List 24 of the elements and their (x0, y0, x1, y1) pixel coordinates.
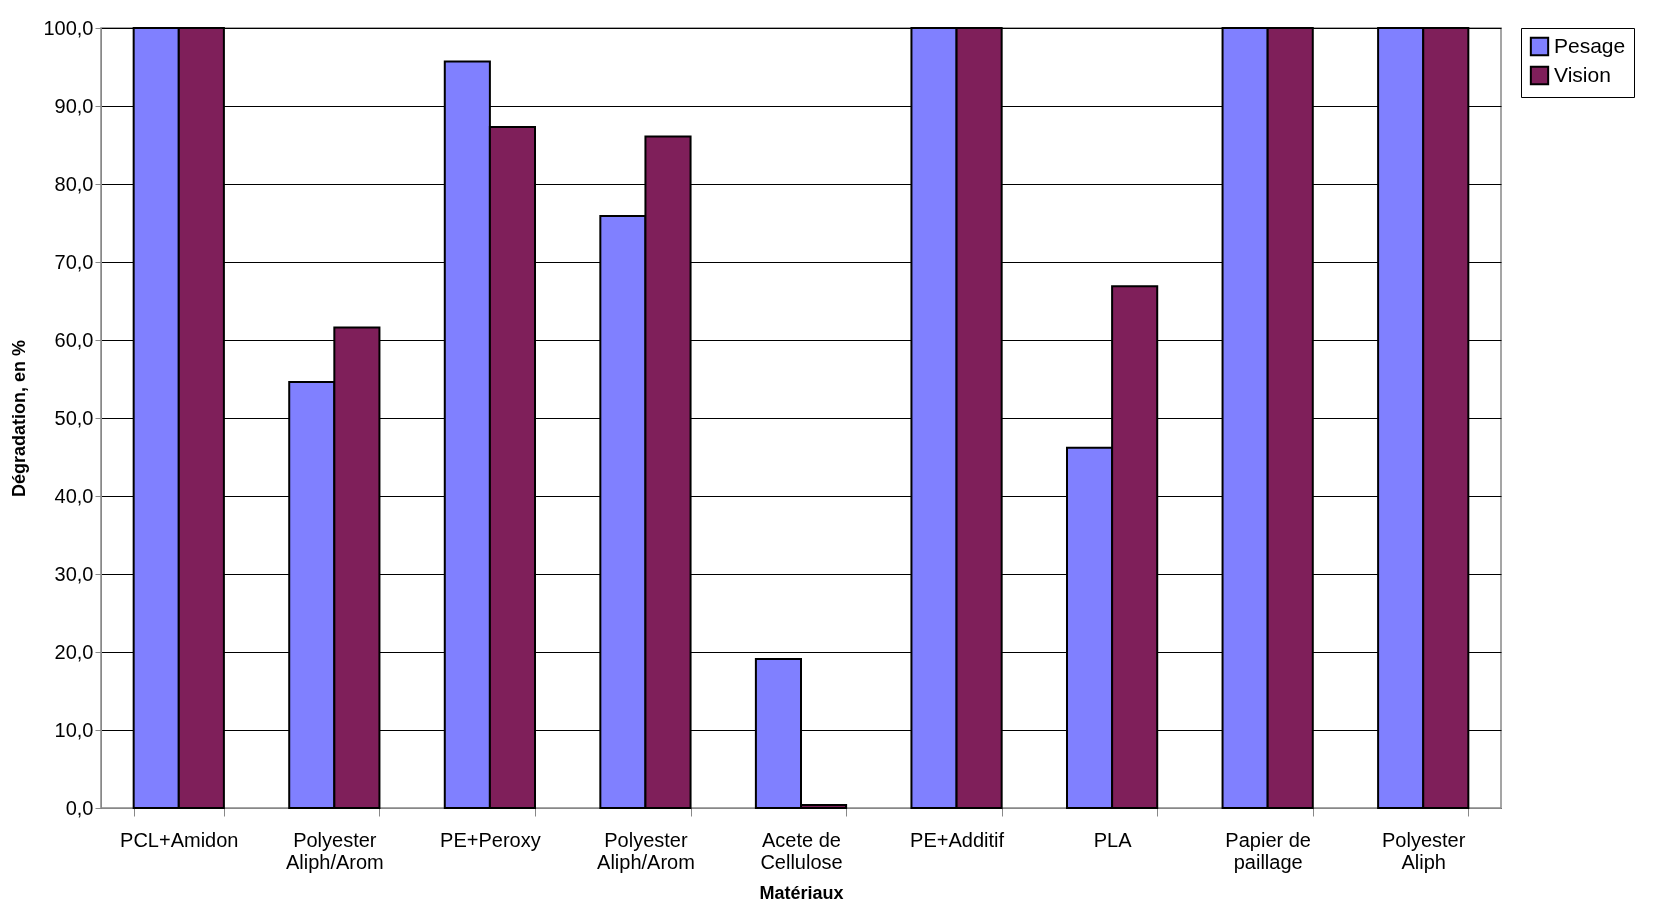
x-tick-label: PCL+Amidon (120, 828, 239, 851)
x-tick-label: PE+Additif (910, 828, 1005, 851)
y-tick-label: 10,0 (54, 718, 94, 741)
y-tick-label: 20,0 (54, 640, 94, 663)
x-tick-label: PE+Peroxy (440, 828, 541, 851)
y-tick-label: 100,0 (43, 16, 94, 39)
legend-label: Pesage (1554, 33, 1626, 57)
y-tick-label: 70,0 (54, 250, 94, 273)
x-tick-label: Acete de Cellulose (760, 828, 843, 873)
y-tick-label: 80,0 (54, 172, 94, 195)
x-tick-label: Polyester Aliph/Arom (285, 828, 384, 873)
y-tick-label: 60,0 (54, 328, 94, 351)
y-axis-title: Dégradation, en % (9, 339, 30, 498)
y-tick-label: 40,0 (54, 484, 94, 507)
x-axis-title: Matériaux (759, 882, 844, 903)
x-tick-label: PLA (1093, 828, 1133, 851)
x-tick-label: Polyester Aliph/Arom (597, 828, 695, 873)
y-tick-label: 50,0 (54, 406, 94, 429)
y-tick-label: 30,0 (54, 562, 94, 585)
x-tick-label: Papier de paillage (1225, 828, 1311, 873)
y-tick-label: 0,0 (65, 796, 94, 819)
y-tick-label: 90,0 (54, 94, 94, 117)
legend-label: Vision (1554, 62, 1611, 86)
x-tick-label: Polyester Aliph (1382, 828, 1466, 873)
